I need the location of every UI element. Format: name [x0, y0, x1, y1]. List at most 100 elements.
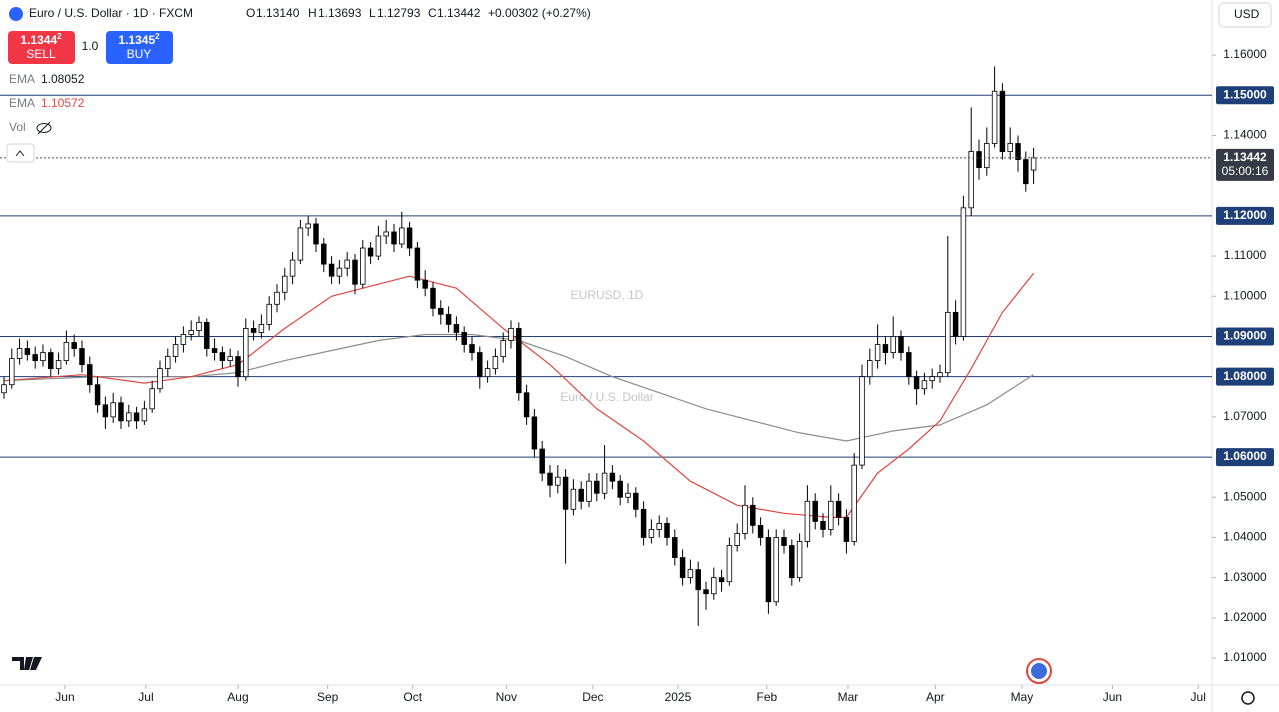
low-value: 1.12793 — [377, 6, 421, 20]
candle-body — [477, 352, 483, 378]
candle-body — [196, 322, 202, 331]
candle-body — [773, 537, 779, 603]
change-value: +0.00302 (+0.27%) — [488, 6, 591, 20]
candle-body — [180, 334, 187, 345]
candle-body — [336, 267, 343, 277]
candle-body — [258, 324, 265, 333]
watermark: EURUSD, 1D — [571, 288, 644, 302]
candle-body — [321, 243, 327, 265]
candle-body — [945, 311, 951, 374]
candle-body — [984, 143, 990, 169]
candle-body — [172, 344, 179, 357]
candle-body — [492, 356, 499, 370]
y-tick-label: 1.14000 — [1223, 128, 1267, 142]
candle-body — [991, 90, 998, 144]
candle-body — [703, 589, 709, 595]
collapse-button[interactable] — [6, 143, 35, 163]
visibility-icon[interactable] — [36, 121, 52, 135]
buy-label: BUY — [127, 47, 152, 61]
candle-body — [305, 223, 311, 229]
level-label: 1.12000 — [1223, 208, 1267, 222]
candle-body — [110, 402, 116, 418]
symbol-title: Euro / U.S. Dollar · 1D · FXCM — [29, 6, 193, 20]
events-flag — [1031, 663, 1047, 679]
x-tick-label: Jul — [138, 690, 153, 704]
candle-body — [313, 223, 319, 245]
level-label: 1.08000 — [1223, 369, 1267, 383]
candle-body — [640, 508, 647, 538]
candle-body — [898, 336, 904, 353]
indicator-name: EMA — [9, 72, 35, 86]
candle-body — [601, 472, 608, 494]
candle-body — [211, 348, 218, 353]
candle-body — [469, 344, 475, 353]
candle-body — [679, 557, 686, 579]
candle-body — [711, 577, 717, 595]
currency-button[interactable] — [1218, 2, 1272, 28]
candle-body — [266, 303, 272, 325]
candle-body — [16, 348, 23, 359]
candle-body — [94, 384, 101, 406]
candle-body — [625, 492, 631, 498]
level-label-box — [1216, 367, 1274, 386]
candle-body — [687, 569, 694, 579]
settings-icon[interactable] — [1241, 691, 1255, 705]
candle-body — [24, 348, 31, 355]
y-tick-label: 1.11000 — [1224, 248, 1267, 262]
candle-body — [282, 275, 288, 293]
level-label-box — [1216, 448, 1274, 467]
x-tick-label: Sep — [317, 690, 339, 704]
ema-line — [3, 333, 1034, 442]
candle-body — [882, 344, 889, 353]
candle-body — [87, 364, 93, 386]
candle-body — [406, 227, 413, 249]
candle-body — [188, 330, 194, 335]
sell-button[interactable] — [8, 31, 75, 64]
y-tick-label: 1.07000 — [1223, 409, 1267, 423]
candle-body — [1023, 159, 1029, 185]
candle-body — [63, 342, 70, 361]
candle-body — [851, 464, 857, 542]
candle-body — [555, 476, 561, 486]
candle-body — [461, 332, 467, 345]
y-tick-label: 1.03000 — [1223, 570, 1267, 584]
candle-body — [40, 352, 46, 361]
candle-body — [828, 500, 834, 530]
candle-body — [500, 340, 506, 357]
sell-pip: 2 — [57, 32, 62, 41]
candle-body — [1030, 157, 1037, 171]
candle-body — [165, 356, 171, 370]
spread: 1.0 — [82, 39, 99, 53]
level-label-box — [1216, 327, 1274, 346]
buy-price-main: 1.1345 — [118, 33, 155, 47]
candle-body — [843, 516, 850, 542]
candle-body — [999, 90, 1006, 152]
x-tick-label: Nov — [496, 690, 517, 704]
x-tick-label: Jun — [55, 690, 74, 704]
candle-body — [391, 231, 397, 245]
candle-body — [594, 480, 600, 494]
candle-body — [32, 354, 38, 361]
candle-body — [835, 500, 842, 518]
candle-body — [1015, 143, 1021, 160]
y-tick-label: 1.16000 — [1223, 47, 1267, 61]
high-label: H — [308, 6, 317, 20]
candle-body — [547, 472, 553, 486]
candle-body — [79, 348, 85, 366]
candle-body — [976, 151, 982, 169]
countdown-label: 05:00:16 — [1222, 164, 1269, 178]
candle-body — [913, 376, 920, 390]
buy-price: 1.13452 — [118, 32, 160, 47]
candle-body — [227, 356, 233, 361]
high-value: 1.13693 — [318, 6, 362, 20]
y-tick-label: 1.01000 — [1223, 650, 1267, 664]
buy-button[interactable] — [106, 31, 173, 64]
indicator-value: 1.08052 — [41, 72, 85, 86]
candle-body — [102, 404, 109, 418]
open-value: 1.13140 — [256, 6, 300, 20]
x-tick-label: Dec — [582, 690, 603, 704]
candle-body — [952, 311, 959, 337]
last-price-box — [1216, 148, 1274, 181]
y-tick-label: 1.02000 — [1223, 610, 1267, 624]
